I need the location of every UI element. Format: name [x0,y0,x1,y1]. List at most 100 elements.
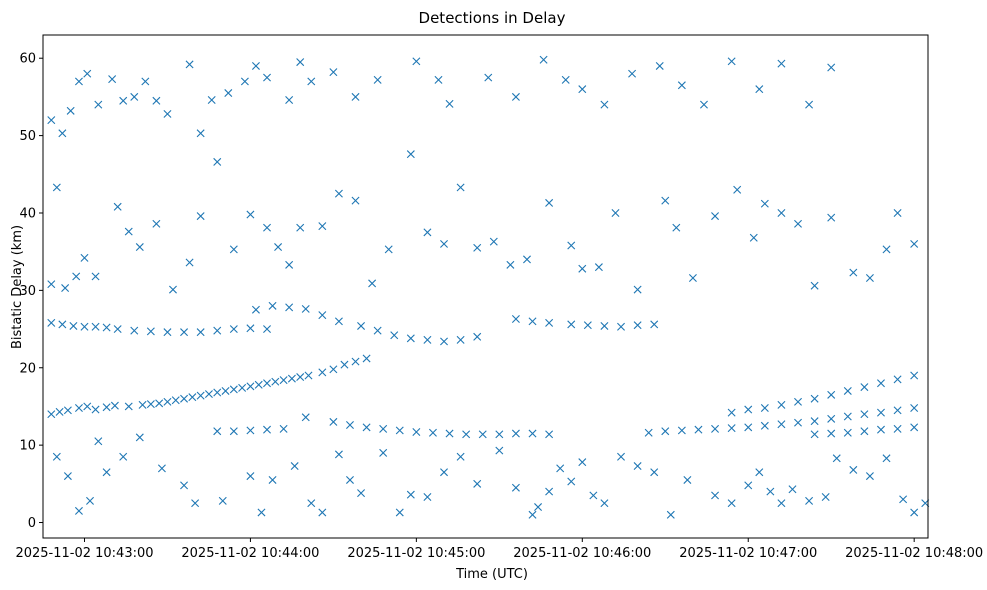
data-point [899,495,908,504]
data-point [119,96,128,105]
data-point [91,272,100,281]
x-tick-label: 2025-11-02 10:44:00 [181,546,319,561]
data-point [849,268,858,277]
data-point [268,475,277,484]
data-point [489,237,498,246]
data-point [80,253,89,262]
data-point [567,320,576,329]
data-point [362,354,371,363]
data-point [827,213,836,222]
data-point [788,485,797,494]
data-point [301,304,310,313]
data-point [711,424,720,433]
data-point [74,77,83,86]
data-point [263,379,272,388]
data-point [271,377,280,386]
data-point [882,454,891,463]
data-point [699,100,708,109]
data-point [522,255,531,264]
data-point [677,81,686,90]
data-point [368,279,377,288]
data-point [755,468,764,477]
data-point [146,327,155,336]
y-tick-label: 40 [19,206,36,221]
data-point [279,424,288,433]
x-tick-label: 2025-11-02 10:45:00 [347,546,485,561]
data-point [351,357,360,366]
data-point [213,157,222,166]
data-point [583,321,592,330]
data-point [218,496,227,505]
data-point [229,325,238,334]
data-point [130,92,139,101]
data-point [827,414,836,423]
data-point [58,129,67,138]
data-point [600,100,609,109]
data-point [185,60,194,69]
data-point [155,399,164,408]
data-point [545,198,554,207]
data-point [744,405,753,414]
data-point [545,318,554,327]
y-tick-label: 0 [28,516,36,531]
data-point [611,208,620,217]
data-point [528,510,537,519]
data-point [578,264,587,273]
data-point [794,397,803,406]
data-point [146,400,155,409]
data-point [456,452,465,461]
data-point [180,328,189,337]
data-point [456,335,465,344]
data-point [180,481,189,490]
data-point [578,458,587,467]
data-point [257,508,266,517]
data-point [141,77,150,86]
data-point [849,465,858,474]
data-point [157,464,166,473]
data-point [406,150,415,159]
data-point [318,508,327,517]
data-point [412,57,421,66]
data-point [188,393,197,402]
data-point [72,272,81,281]
data-point [334,189,343,198]
data-point [755,85,764,94]
data-point [594,263,603,272]
data-point [221,386,230,395]
x-axis-label: Time (UTC) [455,567,528,582]
data-point [810,281,819,290]
data-point [83,69,92,78]
data-point [827,429,836,438]
data-point [617,322,626,331]
data-point [661,427,670,436]
data-point [119,452,128,461]
data-point [94,437,103,446]
data-point [511,429,520,438]
data-point [406,490,415,499]
data-point [345,421,354,430]
data-point [124,227,133,236]
data-point [55,407,64,416]
data-point [760,421,769,430]
plot-frame [42,34,929,539]
data-point [423,335,432,344]
data-point [777,59,786,68]
data-point [110,401,119,410]
data-point [307,77,316,86]
data-point [135,243,144,252]
data-point [285,260,294,269]
data-point [865,273,874,282]
data-point [777,420,786,429]
data-point [865,472,874,481]
data-point [373,326,382,335]
data-point [274,243,283,252]
data-point [511,315,520,323]
data-point [254,380,263,389]
data-point [827,390,836,399]
data-point [821,492,830,501]
data-point [677,426,686,435]
data-point [251,305,260,314]
data-point [666,510,675,519]
data-point [287,374,296,383]
data-point [456,183,465,192]
